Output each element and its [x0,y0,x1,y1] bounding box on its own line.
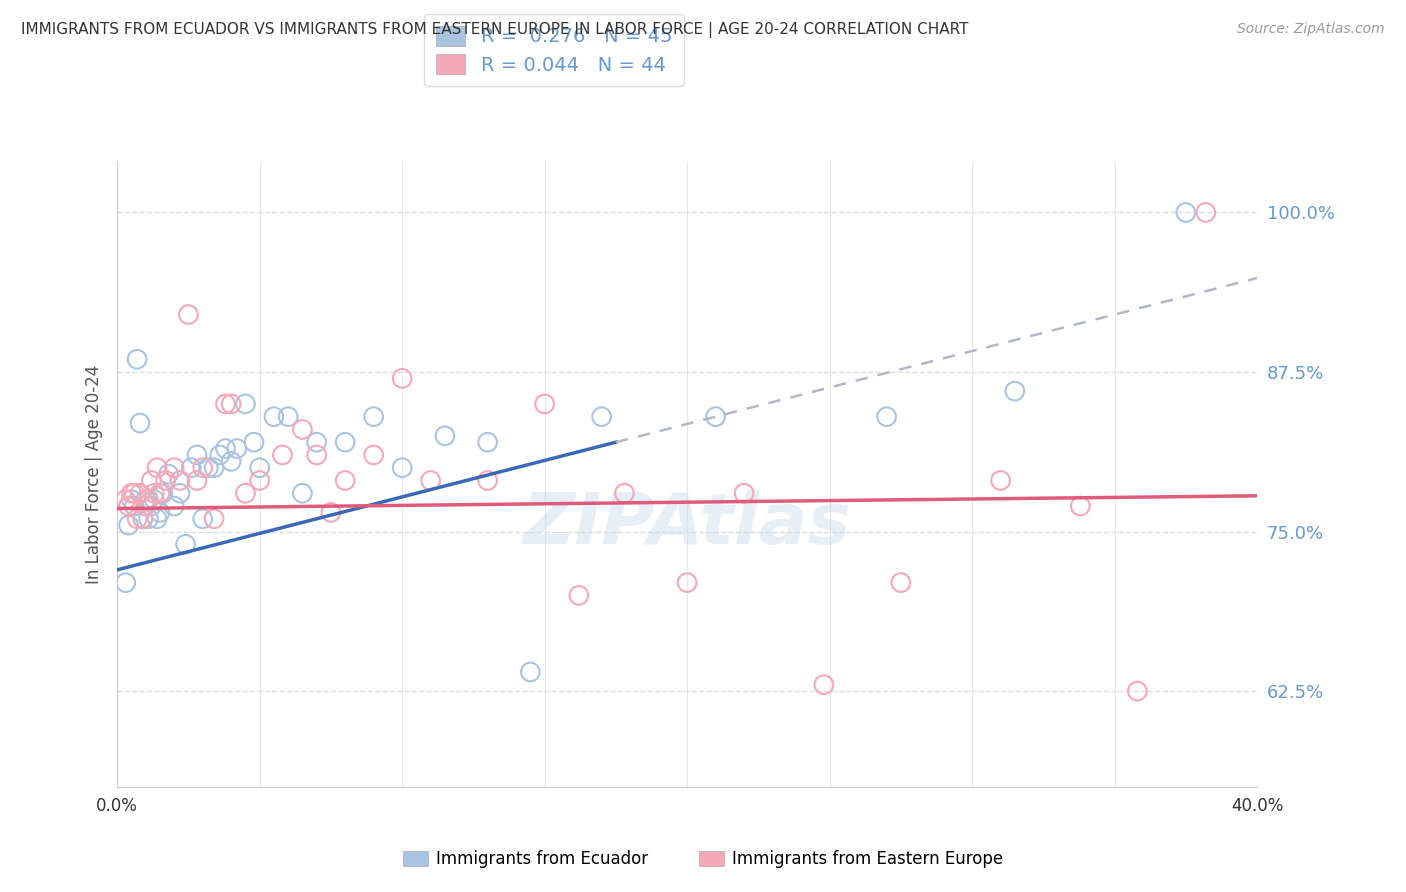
Point [591,409,613,424]
Point [208,448,231,462]
Point [146,460,169,475]
Point [1069,499,1091,513]
Point [143,492,166,507]
Point [152,486,174,500]
Point [155,474,177,488]
Point [263,409,285,424]
Point [214,397,236,411]
Point [186,474,208,488]
Point [186,448,208,462]
Point [149,486,172,500]
Point [169,486,191,500]
Point [225,442,247,456]
Point [135,499,157,513]
Point [363,409,385,424]
Point [114,575,136,590]
Point [141,499,163,513]
Point [533,397,555,411]
Point [243,435,266,450]
Point [391,460,413,475]
Point [419,474,441,488]
Point [177,308,200,322]
Point [124,486,146,500]
Point [138,492,160,507]
Point [1195,205,1218,219]
Point [1004,384,1026,398]
Point [202,512,225,526]
Point [235,486,257,500]
Point [169,474,191,488]
Point [271,448,294,462]
Point [519,665,541,679]
Point [219,397,242,411]
Legend: Immigrants from Ecuador, Immigrants from Eastern Europe: Immigrants from Ecuador, Immigrants from… [396,844,1010,875]
Point [143,486,166,500]
Point [876,409,898,424]
Point [157,467,180,482]
Point [704,409,727,424]
Point [568,588,591,602]
Point [129,486,152,500]
Point [305,435,328,450]
Point [1126,684,1149,698]
Point [127,352,149,367]
Y-axis label: In Labor Force | Age 20-24: In Labor Force | Age 20-24 [86,365,103,583]
Point [676,575,699,590]
Point [132,512,155,526]
Point [120,486,142,500]
Point [163,499,186,513]
Point [249,460,271,475]
Point [333,435,356,450]
Point [202,460,225,475]
Point [191,460,214,475]
Point [214,442,236,456]
Text: ZIPAtlas: ZIPAtlas [523,490,852,558]
Point [117,499,139,513]
Point [291,486,314,500]
Point [1174,205,1197,219]
Point [117,518,139,533]
Point [127,512,149,526]
Point [114,492,136,507]
Point [333,474,356,488]
Point [813,678,835,692]
Point [129,416,152,430]
Point [477,435,499,450]
Point [174,537,197,551]
Point [433,429,456,443]
Point [197,460,219,475]
Point [135,492,157,507]
Point [191,512,214,526]
Point [363,448,385,462]
Point [132,512,155,526]
Legend: R =  0.276   N = 45, R = 0.044   N = 44: R = 0.276 N = 45, R = 0.044 N = 44 [425,14,685,87]
Point [146,512,169,526]
Point [149,505,172,519]
Point [124,499,146,513]
Point [249,474,271,488]
Point [141,474,163,488]
Point [138,512,160,526]
Point [733,486,755,500]
Point [219,454,242,468]
Point [319,505,342,519]
Point [163,460,186,475]
Point [391,371,413,385]
Point [613,486,636,500]
Point [291,422,314,436]
Point [477,474,499,488]
Point [180,460,202,475]
Point [305,448,328,462]
Text: IMMIGRANTS FROM ECUADOR VS IMMIGRANTS FROM EASTERN EUROPE IN LABOR FORCE | AGE 2: IMMIGRANTS FROM ECUADOR VS IMMIGRANTS FR… [21,22,969,38]
Point [235,397,257,411]
Point [120,492,142,507]
Point [890,575,912,590]
Text: Source: ZipAtlas.com: Source: ZipAtlas.com [1237,22,1385,37]
Point [277,409,299,424]
Point [990,474,1012,488]
